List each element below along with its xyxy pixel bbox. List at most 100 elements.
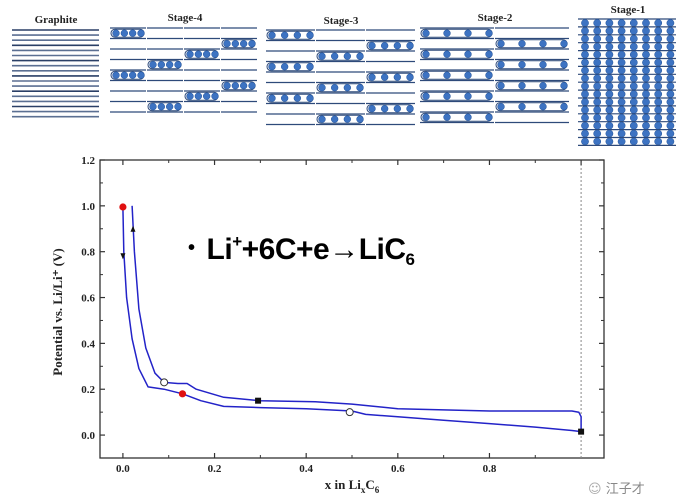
arrow-down-icon bbox=[120, 253, 126, 260]
li-ion bbox=[112, 29, 120, 37]
li-ion bbox=[268, 63, 276, 71]
arrow-up-icon bbox=[130, 225, 136, 232]
li-ion bbox=[464, 29, 472, 37]
x-axis-title-sub1: x bbox=[361, 485, 366, 495]
stage-title-stage2: Stage-2 bbox=[477, 12, 513, 24]
y-tick-label: 0.8 bbox=[81, 247, 95, 259]
red-point-marker bbox=[119, 203, 127, 211]
li-ion bbox=[120, 29, 128, 37]
li-ion bbox=[157, 61, 165, 69]
stage3-layers bbox=[266, 29, 415, 126]
li-ion bbox=[343, 115, 351, 123]
li-ion bbox=[539, 40, 547, 48]
x-axis-title: x in LixC6 bbox=[325, 477, 380, 495]
li-ion bbox=[393, 73, 401, 81]
li-ion bbox=[422, 92, 430, 100]
li-ion bbox=[356, 84, 364, 92]
li-ion bbox=[464, 50, 472, 58]
staging-diagram bbox=[12, 18, 676, 146]
li-ion bbox=[518, 40, 526, 48]
stage-title-stage3: Stage-3 bbox=[323, 15, 359, 27]
li-ion bbox=[381, 42, 389, 50]
li-ion bbox=[174, 61, 182, 69]
li-ion bbox=[343, 84, 351, 92]
y-tick-label: 0.6 bbox=[81, 293, 95, 305]
li-ion bbox=[368, 42, 376, 50]
li-ion bbox=[497, 40, 505, 48]
li-ion bbox=[464, 92, 472, 100]
li-ion bbox=[560, 61, 568, 69]
li-ion bbox=[268, 94, 276, 102]
li-ion bbox=[129, 71, 137, 79]
li-ion bbox=[211, 50, 219, 58]
li-ion bbox=[443, 29, 451, 37]
li-ion bbox=[406, 42, 414, 50]
li-ion bbox=[293, 94, 301, 102]
li-ion bbox=[356, 52, 364, 60]
li-ion bbox=[368, 105, 376, 113]
li-ion bbox=[518, 103, 526, 111]
equation-sup: + bbox=[232, 232, 242, 251]
x-axis-title-mid: C bbox=[365, 477, 374, 492]
discharge-curve bbox=[122, 206, 582, 433]
equation-sub: 6 bbox=[405, 250, 415, 269]
chart-markers bbox=[119, 203, 585, 435]
stage4-layers bbox=[110, 27, 257, 113]
li-ion bbox=[281, 63, 289, 71]
li-ion bbox=[406, 73, 414, 81]
li-ion bbox=[560, 40, 568, 48]
li-ion bbox=[157, 103, 165, 111]
graphite-layers bbox=[12, 29, 99, 118]
li-ion bbox=[343, 52, 351, 60]
li-ion bbox=[318, 115, 326, 123]
li-ion bbox=[331, 115, 339, 123]
open-point-marker bbox=[160, 378, 169, 387]
li-ion bbox=[211, 92, 219, 100]
li-ion bbox=[149, 103, 157, 111]
li-ion bbox=[186, 92, 194, 100]
li-ion bbox=[331, 52, 339, 60]
li-ion bbox=[485, 113, 493, 121]
square-point-marker bbox=[255, 397, 262, 404]
li-ion bbox=[331, 84, 339, 92]
li-ion bbox=[186, 50, 194, 58]
li-ion bbox=[539, 61, 547, 69]
li-ion bbox=[223, 40, 231, 48]
li-ion bbox=[381, 73, 389, 81]
li-ion bbox=[539, 103, 547, 111]
y-tick-label: 0.4 bbox=[81, 338, 95, 350]
li-ion bbox=[129, 29, 137, 37]
open-point-marker bbox=[345, 408, 354, 417]
x-tick-label: 0.6 bbox=[391, 463, 405, 475]
li-ion bbox=[518, 82, 526, 90]
x-tick-label: 0.4 bbox=[299, 463, 313, 475]
x-tick-label: 0.8 bbox=[483, 463, 497, 475]
li-ion bbox=[539, 82, 547, 90]
li-ion bbox=[240, 40, 248, 48]
stage-title-stage1: Stage-1 bbox=[610, 4, 646, 16]
li-ion bbox=[393, 42, 401, 50]
y-axis-title: Potential vs. Li/Li⁺ (V) bbox=[50, 248, 65, 375]
li-ion bbox=[112, 71, 120, 79]
li-ion bbox=[281, 31, 289, 39]
li-ion bbox=[166, 61, 174, 69]
watermark-text: 江子才 bbox=[605, 482, 645, 497]
watermark: ☺ 江子才 bbox=[588, 478, 645, 497]
x-tick-label: 0.0 bbox=[116, 463, 130, 475]
li-ion bbox=[368, 73, 376, 81]
li-ion bbox=[381, 105, 389, 113]
li-ion bbox=[393, 105, 401, 113]
li-ion bbox=[318, 84, 326, 92]
x-axis-title-main: x in Li bbox=[325, 477, 362, 492]
chart-ticks: 0.0 0.2 0.4 0.6 0.8 1.0 1.2 0.0 0.2 0.4 0.6 0.8 bbox=[81, 155, 604, 475]
reaction-equation: • Li++6C+e→LiC6 bbox=[188, 232, 415, 270]
li-ion bbox=[293, 31, 301, 39]
li-ion bbox=[356, 115, 364, 123]
equation-bullet: • bbox=[188, 237, 195, 259]
x-tick-label: 0.2 bbox=[208, 463, 222, 475]
li-ion bbox=[443, 92, 451, 100]
li-ion bbox=[497, 61, 505, 69]
li-ion bbox=[231, 82, 239, 90]
li-ion bbox=[240, 82, 248, 90]
li-ion bbox=[406, 105, 414, 113]
